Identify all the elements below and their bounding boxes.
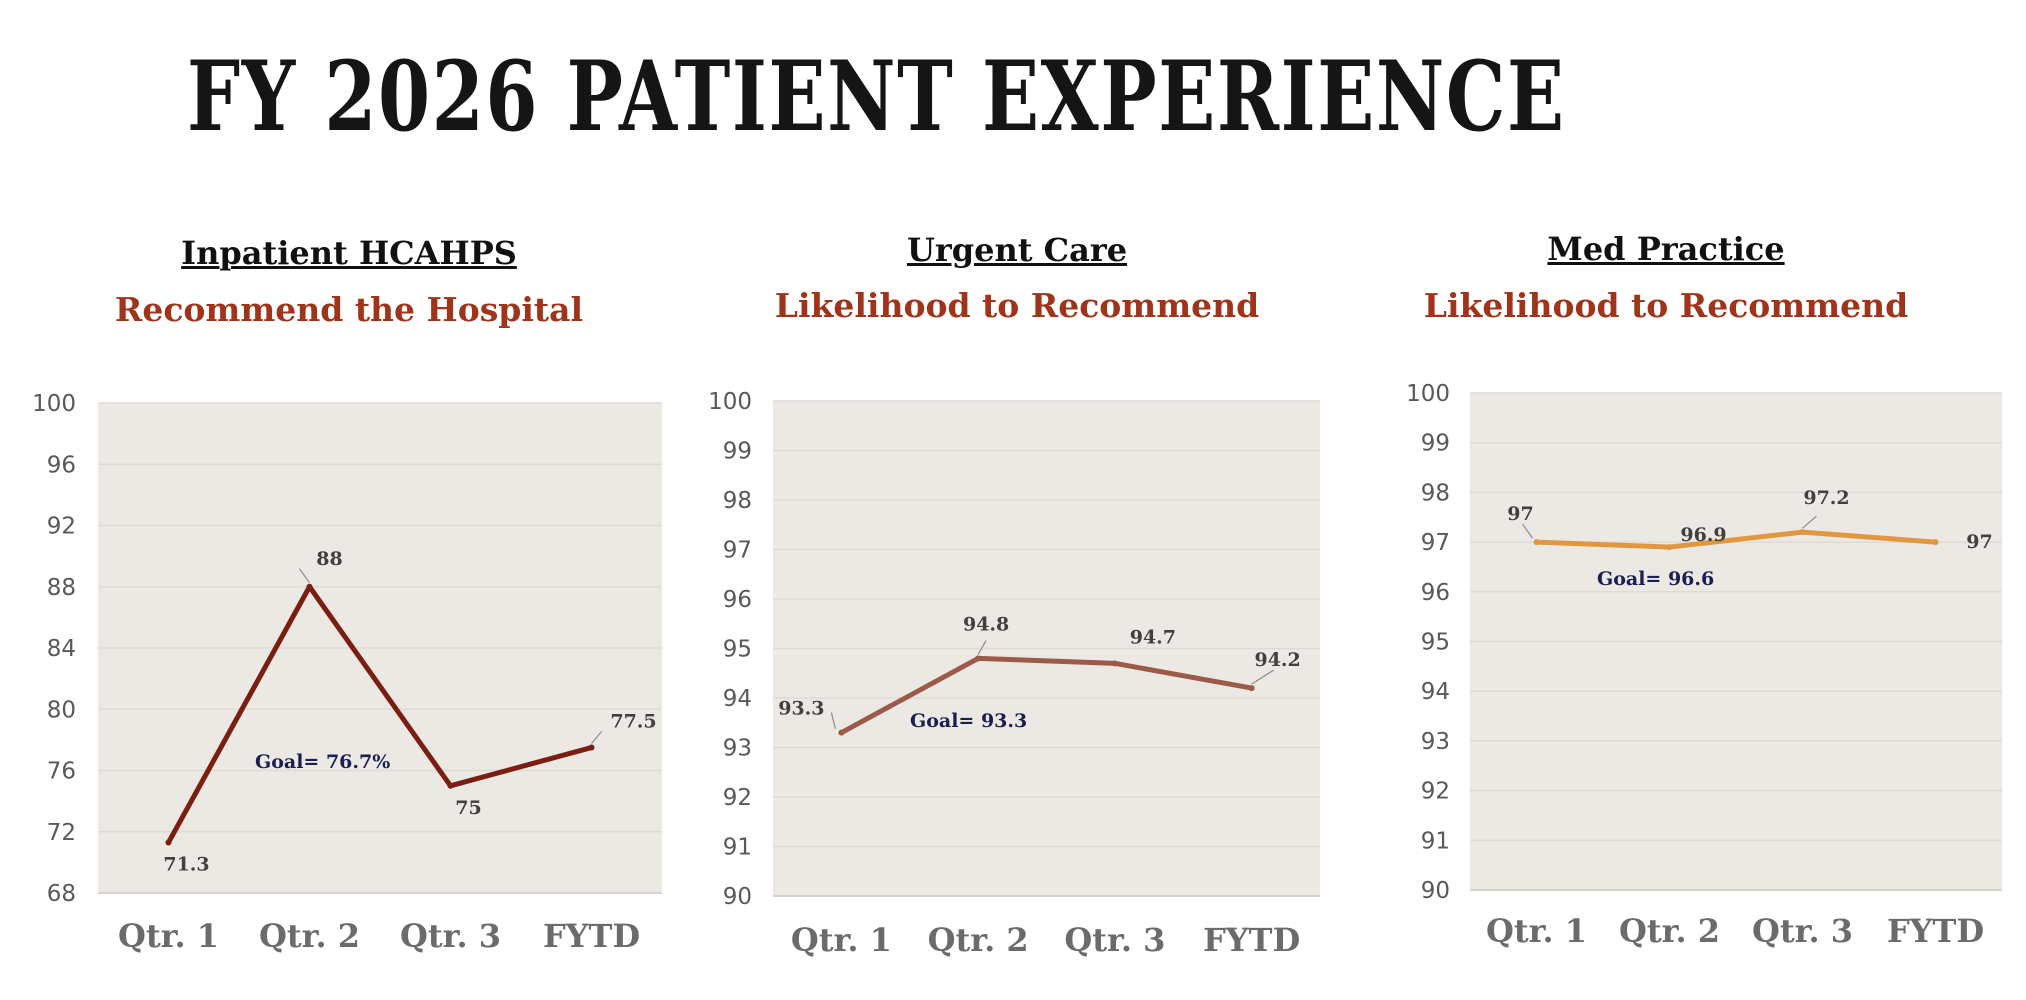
chart-1-y-tick-label: 76 — [47, 759, 76, 785]
chart-3-y-tick-label: 94 — [1421, 679, 1450, 705]
chart-3-data-label: 97 — [1507, 503, 1533, 525]
chart-3-data-point — [1666, 544, 1673, 551]
chart-1-data-point — [588, 744, 595, 751]
chart-2-data-label: 94.7 — [1130, 626, 1176, 648]
chart-3-category-label: FYTD — [1887, 912, 1984, 950]
chart-1-data-label: 71.3 — [163, 853, 209, 875]
chart-2-subtitle: Likelihood to Recommend — [774, 286, 1260, 325]
chart-1-y-tick-label: 96 — [47, 452, 76, 478]
chart-2-data-label: 94.8 — [963, 613, 1009, 635]
chart-1-category-label: Qtr. 3 — [400, 917, 501, 955]
chart-2-data-label: 93.3 — [778, 698, 824, 720]
chart-3-y-tick-label: 90 — [1421, 878, 1450, 904]
chart-3-y-tick-label: 96 — [1421, 580, 1450, 606]
chart-3-data-point — [1932, 539, 1939, 546]
chart-1-data-label: 75 — [455, 797, 481, 819]
chart-2-y-tick-label: 97 — [723, 538, 752, 564]
chart-3-category-label: Qtr. 2 — [1619, 912, 1720, 950]
chart-1-title: Inpatient HCAHPS — [181, 234, 517, 272]
chart-2-category-label: FYTD — [1203, 921, 1300, 959]
chart-1-subtitle: Recommend the Hospital — [114, 290, 584, 329]
chart-1-label-leader — [591, 731, 602, 744]
chart-1-category-label: Qtr. 2 — [259, 917, 360, 955]
chart-1-data-label: 88 — [316, 548, 342, 570]
chart-3-y-tick-label: 91 — [1421, 828, 1450, 854]
page-title: FY 2026 PATIENT EXPERIENCE — [187, 40, 1566, 153]
chart-1-category-label: FYTD — [543, 917, 640, 955]
chart-3-subtitle: Likelihood to Recommend — [1423, 286, 1909, 325]
chart-3-data-point — [1799, 529, 1806, 536]
chart-2-y-tick-label: 91 — [723, 835, 752, 861]
chart-3-y-tick-label: 97 — [1421, 530, 1450, 556]
chart-1-data-label: 77.5 — [610, 711, 656, 733]
chart-1-data-point — [165, 839, 172, 846]
chart-3-label-leader — [1522, 523, 1533, 539]
chart-3-goal-label: Goal= 96.6 — [1597, 568, 1714, 590]
chart-2-label-leader — [977, 640, 987, 655]
chart-3-y-tick-label: 95 — [1421, 630, 1450, 656]
chart-1-label-leader — [299, 568, 310, 584]
chart-2-label-leader — [1251, 669, 1274, 685]
chart-1-category-label: Qtr. 1 — [118, 917, 219, 955]
chart-1-data-point — [447, 782, 454, 789]
chart-3-y-tick-label: 99 — [1421, 431, 1450, 457]
chart-3-title: Med Practice — [1547, 230, 1785, 268]
chart-1-y-tick-label: 68 — [47, 881, 76, 907]
chart-1-data-point — [306, 583, 313, 590]
chart-2-y-tick-label: 96 — [723, 587, 752, 613]
chart-3-data-label: 97 — [1966, 531, 1992, 553]
chart-1-y-tick-label: 100 — [32, 391, 76, 417]
chart-2-data-point — [1248, 685, 1255, 692]
chart-3-category-label: Qtr. 1 — [1486, 912, 1587, 950]
chart-2-y-tick-label: 98 — [723, 488, 752, 514]
chart-3-data-label: 97.2 — [1803, 487, 1849, 509]
chart-1-goal-label: Goal= 76.7% — [255, 751, 390, 773]
chart-2-label-leader — [830, 712, 836, 729]
chart-2-category-label: Qtr. 1 — [791, 921, 892, 959]
chart-2-y-tick-label: 94 — [723, 686, 752, 712]
chart-3-y-tick-label: 93 — [1421, 729, 1450, 755]
chart-3-data-label: 96.9 — [1680, 524, 1726, 546]
chart-3-y-tick-label: 98 — [1421, 480, 1450, 506]
chart-2-data-point — [838, 729, 845, 736]
chart-2-y-tick-label: 90 — [723, 884, 752, 910]
chart-2-y-tick-label: 100 — [708, 389, 752, 415]
chart-2-series-line — [838, 655, 1255, 736]
chart-3-label-leader — [1802, 515, 1817, 529]
chart-2-category-label: Qtr. 2 — [928, 921, 1029, 959]
chart-3-y-tick-label: 92 — [1421, 779, 1450, 805]
chart-2-data-point — [975, 655, 982, 662]
chart-1-y-tick-label: 72 — [47, 820, 76, 846]
chart-3-data-point — [1533, 539, 1540, 546]
chart-2-category-label: Qtr. 3 — [1064, 921, 1165, 959]
chart-2-y-tick-label: 99 — [723, 439, 752, 465]
chart-1-y-tick-label: 92 — [47, 514, 76, 540]
chart-1-y-tick-label: 80 — [47, 697, 76, 723]
chart-3-series-line — [1534, 529, 1938, 550]
chart-2-title: Urgent Care — [906, 231, 1128, 269]
chart-2-data-label: 94.2 — [1254, 649, 1300, 671]
chart-3-y-tick-label: 100 — [1406, 381, 1450, 407]
chart-1-y-tick-label: 88 — [47, 575, 76, 601]
chart-3-category-label: Qtr. 3 — [1752, 912, 1853, 950]
chart-1-y-tick-label: 84 — [47, 636, 76, 662]
chart-2-goal-label: Goal= 93.3 — [910, 710, 1027, 732]
chart-2-y-tick-label: 93 — [723, 736, 752, 762]
chart-2-y-tick-label: 92 — [723, 785, 752, 811]
chart-2-data-point — [1111, 660, 1118, 667]
chart-1-series-line — [166, 584, 594, 845]
chart-2-y-tick-label: 95 — [723, 637, 752, 663]
